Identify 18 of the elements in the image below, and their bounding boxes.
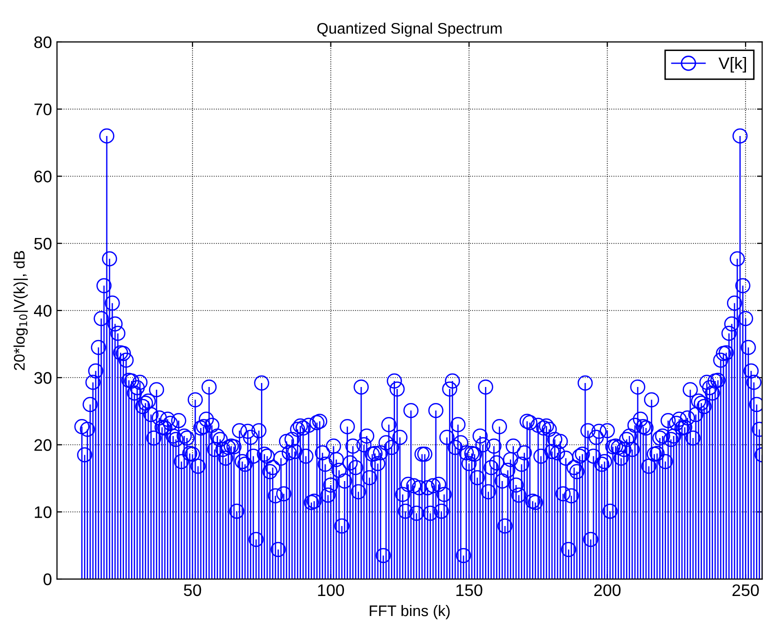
y-axis-title: 20*log$_{10}$|V(k)|, dB	[14, 251, 28, 370]
y-tick-label: 40	[34, 304, 52, 317]
y-tick-label: 20	[34, 439, 52, 451]
x-tick-label: 100	[318, 584, 344, 596]
y-tick-label: 70	[34, 104, 52, 116]
x-tick-label: 50	[184, 584, 202, 596]
y-tick-label: 50	[34, 238, 52, 250]
chart-title: Quantized Signal Spectrum	[317, 22, 502, 37]
x-tick-label: 150	[456, 584, 482, 596]
y-tick-label: 60	[34, 170, 52, 182]
x-tick-label: 200	[594, 584, 621, 596]
y-tick-label: 80	[34, 36, 52, 48]
y-tick-label: 0	[44, 573, 52, 586]
x-axis-title: FFT bins (k)	[370, 604, 450, 620]
x-tick-label: 250	[732, 584, 759, 596]
legend-label: V[k]	[718, 56, 746, 73]
y-tick-label: 30	[34, 372, 52, 384]
y-tick-label: 10	[34, 506, 52, 518]
